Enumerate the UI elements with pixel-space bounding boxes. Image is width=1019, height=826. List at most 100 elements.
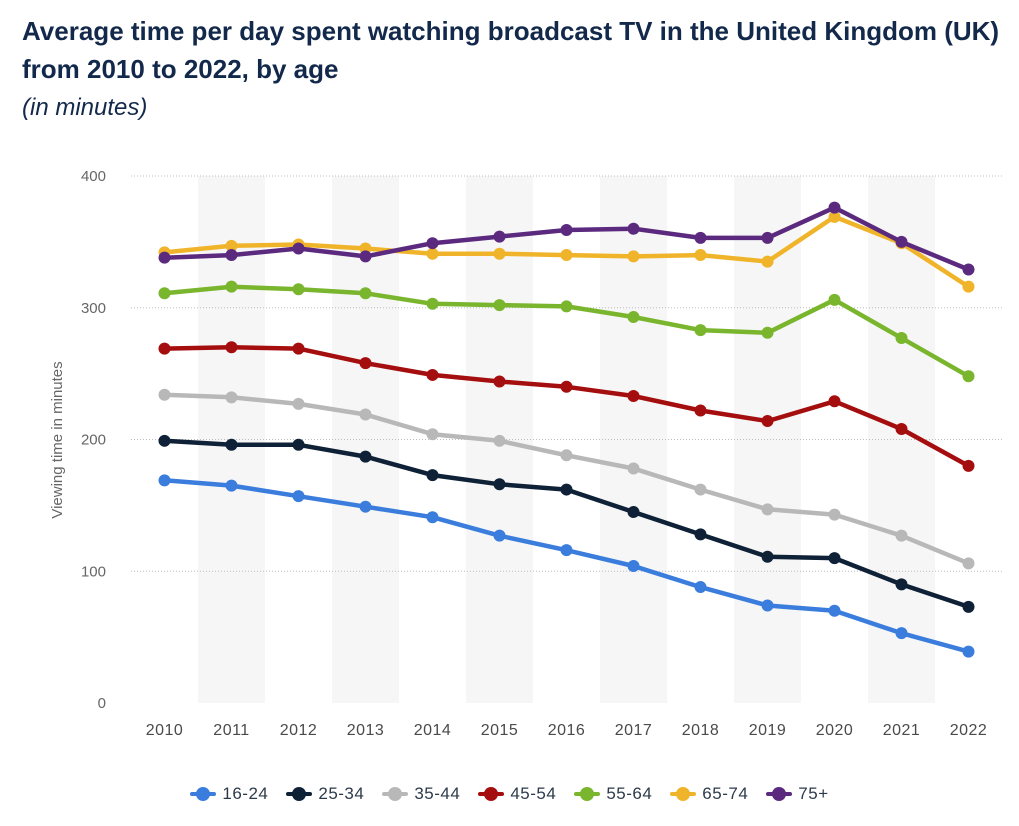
data-point-45-54[interactable] bbox=[828, 395, 841, 408]
data-point-35-44[interactable] bbox=[560, 449, 573, 462]
data-point-25-34[interactable] bbox=[158, 434, 171, 447]
data-point-45-54[interactable] bbox=[962, 459, 975, 472]
data-point-75[interactable] bbox=[828, 201, 841, 214]
data-point-25-34[interactable] bbox=[359, 450, 372, 463]
data-point-35-44[interactable] bbox=[292, 397, 305, 410]
data-point-75[interactable] bbox=[962, 263, 975, 276]
data-point-45-54[interactable] bbox=[225, 341, 238, 354]
data-point-25-34[interactable] bbox=[426, 469, 439, 482]
data-point-55-64[interactable] bbox=[761, 326, 774, 339]
data-point-55-64[interactable] bbox=[828, 293, 841, 306]
data-point-75[interactable] bbox=[761, 231, 774, 244]
data-point-55-64[interactable] bbox=[694, 324, 707, 337]
data-point-65-74[interactable] bbox=[627, 250, 640, 263]
data-point-35-44[interactable] bbox=[426, 428, 439, 441]
data-point-35-44[interactable] bbox=[761, 503, 774, 516]
data-point-35-44[interactable] bbox=[694, 483, 707, 496]
legend-item[interactable]: 25-34 bbox=[286, 784, 364, 804]
data-point-65-74[interactable] bbox=[225, 239, 238, 252]
data-point-25-34[interactable] bbox=[225, 438, 238, 451]
data-point-45-54[interactable] bbox=[895, 422, 908, 435]
data-point-75[interactable] bbox=[225, 249, 238, 262]
data-point-45-54[interactable] bbox=[292, 342, 305, 355]
legend-item[interactable]: 65-74 bbox=[670, 784, 748, 804]
data-point-25-34[interactable] bbox=[962, 600, 975, 613]
data-point-16-24[interactable] bbox=[694, 581, 707, 594]
data-point-16-24[interactable] bbox=[158, 474, 171, 487]
legend-swatch bbox=[766, 787, 793, 801]
legend-item[interactable]: 45-54 bbox=[478, 784, 556, 804]
data-point-25-34[interactable] bbox=[560, 483, 573, 496]
data-point-16-24[interactable] bbox=[828, 604, 841, 617]
data-point-55-64[interactable] bbox=[627, 310, 640, 323]
data-point-16-24[interactable] bbox=[560, 544, 573, 557]
data-point-75[interactable] bbox=[560, 224, 573, 237]
y-tick-label: 300 bbox=[81, 300, 106, 317]
data-point-35-44[interactable] bbox=[225, 391, 238, 404]
data-point-75[interactable] bbox=[895, 235, 908, 248]
data-point-16-24[interactable] bbox=[761, 599, 774, 612]
data-point-35-44[interactable] bbox=[962, 557, 975, 570]
data-point-16-24[interactable] bbox=[426, 511, 439, 524]
data-point-65-74[interactable] bbox=[962, 280, 975, 293]
data-point-25-34[interactable] bbox=[493, 478, 506, 491]
data-point-35-44[interactable] bbox=[493, 434, 506, 447]
data-point-55-64[interactable] bbox=[426, 297, 439, 310]
data-point-35-44[interactable] bbox=[359, 408, 372, 421]
data-point-65-74[interactable] bbox=[761, 255, 774, 268]
data-point-65-74[interactable] bbox=[493, 247, 506, 260]
data-point-45-54[interactable] bbox=[493, 375, 506, 388]
data-point-65-74[interactable] bbox=[828, 210, 841, 223]
data-point-65-74[interactable] bbox=[426, 247, 439, 260]
legend-item[interactable]: 35-44 bbox=[382, 784, 460, 804]
data-point-75[interactable] bbox=[627, 222, 640, 235]
series-line-16-24 bbox=[162, 478, 971, 654]
data-point-55-64[interactable] bbox=[962, 370, 975, 383]
data-point-75[interactable] bbox=[694, 231, 707, 244]
data-point-65-74[interactable] bbox=[560, 249, 573, 262]
data-point-45-54[interactable] bbox=[560, 380, 573, 393]
legend-item[interactable]: 16-24 bbox=[190, 784, 268, 804]
data-point-45-54[interactable] bbox=[761, 415, 774, 428]
data-point-16-24[interactable] bbox=[359, 500, 372, 513]
data-point-25-34[interactable] bbox=[761, 550, 774, 563]
data-point-55-64[interactable] bbox=[895, 332, 908, 345]
data-point-55-64[interactable] bbox=[158, 287, 171, 300]
data-point-45-54[interactable] bbox=[694, 404, 707, 417]
data-point-75[interactable] bbox=[359, 250, 372, 263]
data-point-75[interactable] bbox=[493, 230, 506, 243]
data-point-55-64[interactable] bbox=[359, 287, 372, 300]
legend-swatch bbox=[574, 787, 601, 801]
data-point-35-44[interactable] bbox=[895, 529, 908, 542]
data-point-65-74[interactable] bbox=[694, 249, 707, 262]
data-point-16-24[interactable] bbox=[895, 627, 908, 640]
legend-item[interactable]: 55-64 bbox=[574, 784, 652, 804]
data-point-75[interactable] bbox=[426, 237, 439, 250]
data-point-16-24[interactable] bbox=[962, 645, 975, 658]
data-point-25-34[interactable] bbox=[895, 578, 908, 591]
data-point-25-34[interactable] bbox=[292, 438, 305, 451]
data-point-16-24[interactable] bbox=[493, 529, 506, 542]
data-point-45-54[interactable] bbox=[158, 342, 171, 355]
data-point-16-24[interactable] bbox=[225, 479, 238, 492]
data-point-25-34[interactable] bbox=[828, 552, 841, 565]
data-point-55-64[interactable] bbox=[225, 280, 238, 293]
data-point-16-24[interactable] bbox=[292, 490, 305, 503]
data-point-55-64[interactable] bbox=[493, 299, 506, 312]
data-point-25-34[interactable] bbox=[627, 505, 640, 518]
data-point-75[interactable] bbox=[158, 251, 171, 264]
data-point-55-64[interactable] bbox=[292, 283, 305, 296]
data-point-25-34[interactable] bbox=[694, 528, 707, 541]
legend-label: 25-34 bbox=[318, 784, 365, 803]
data-point-75[interactable] bbox=[292, 242, 305, 255]
data-point-35-44[interactable] bbox=[828, 508, 841, 521]
legend-item[interactable]: 75+ bbox=[766, 784, 828, 804]
data-point-45-54[interactable] bbox=[627, 390, 640, 403]
legend-label: 16-24 bbox=[222, 784, 269, 803]
data-point-35-44[interactable] bbox=[158, 388, 171, 401]
data-point-16-24[interactable] bbox=[627, 559, 640, 572]
data-point-55-64[interactable] bbox=[560, 300, 573, 313]
data-point-45-54[interactable] bbox=[359, 357, 372, 370]
data-point-45-54[interactable] bbox=[426, 368, 439, 381]
data-point-35-44[interactable] bbox=[627, 462, 640, 475]
